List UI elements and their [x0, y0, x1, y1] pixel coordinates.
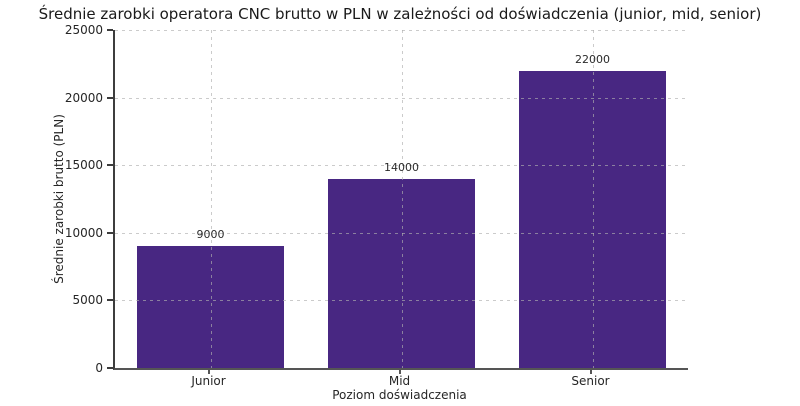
- plot-area: 9000 14000 22000: [113, 30, 688, 370]
- y-tick-label: 25000: [64, 23, 103, 37]
- y-tick-label: 15000: [64, 158, 103, 173]
- x-axis-label: Poziom doświadczenia: [332, 388, 467, 402]
- y-tick-mark: [107, 29, 113, 31]
- bar-junior: [137, 246, 284, 368]
- y-tick-mark: [107, 164, 113, 167]
- y-axis-label: Średnie zarobki brutto (PLN): [52, 114, 66, 284]
- x-tick-mark: [207, 370, 210, 374]
- y-tick-mark: [107, 231, 113, 234]
- y-tick-label: 20000: [64, 90, 103, 105]
- bar-senior: [519, 70, 666, 368]
- x-tick-mark: [589, 370, 592, 374]
- x-gridline: [592, 30, 594, 368]
- x-gridline: [401, 30, 403, 368]
- annotation-layer: 9000 14000 22000: [115, 30, 688, 368]
- y-tick-mark: [107, 96, 113, 99]
- x-tick-label: Senior: [571, 374, 610, 388]
- grid-layer: [115, 30, 688, 368]
- y-tick-mark: [107, 367, 113, 369]
- x-tick-label: Mid: [388, 374, 411, 388]
- x-gridline: [210, 30, 212, 368]
- bar-value-label: 9000: [196, 228, 225, 242]
- y-tick-label: 5000: [72, 293, 103, 308]
- x-tick-mark: [398, 370, 401, 374]
- y-tick-label: 10000: [64, 225, 103, 240]
- y-tick-mark: [107, 299, 113, 302]
- bar-value-label: 14000: [383, 160, 419, 174]
- bar-mid: [328, 178, 475, 368]
- chart-title: Średnie zarobki operatora CNC brutto w P…: [38, 5, 762, 23]
- x-tick-label: Junior: [191, 374, 226, 388]
- y-tick-label: 0: [95, 361, 103, 375]
- bar-value-label: 22000: [574, 52, 610, 66]
- bar-layer: [115, 30, 688, 368]
